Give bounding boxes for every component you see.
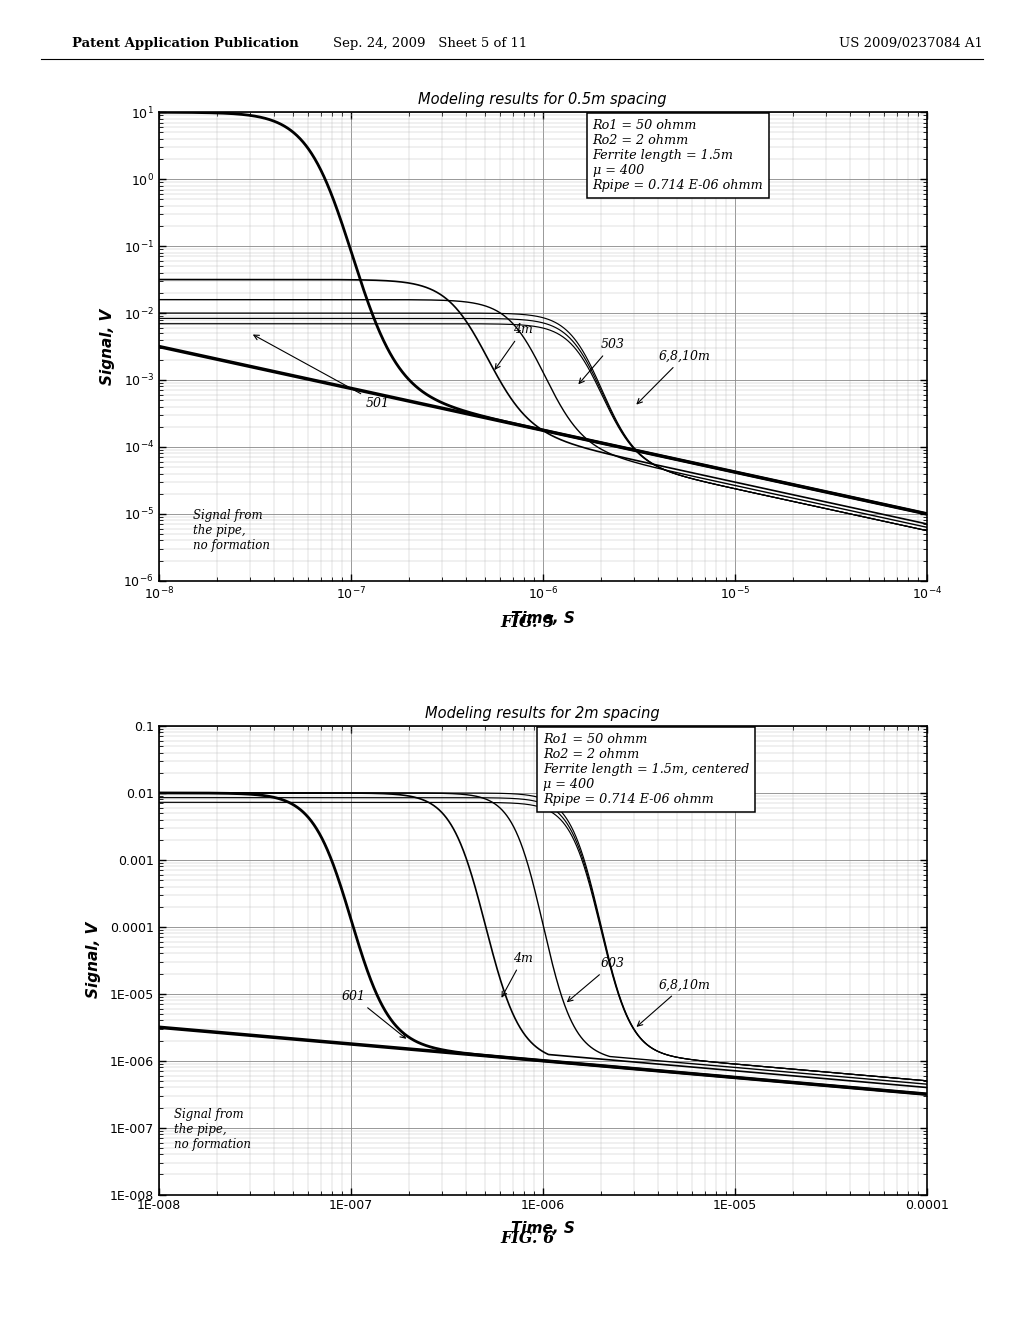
Title: Modeling results for 2m spacing: Modeling results for 2m spacing — [425, 706, 660, 721]
Text: 4m: 4m — [502, 952, 532, 997]
Text: 4m: 4m — [496, 323, 532, 370]
Text: Sep. 24, 2009   Sheet 5 of 11: Sep. 24, 2009 Sheet 5 of 11 — [333, 37, 527, 50]
Y-axis label: Signal, V: Signal, V — [86, 923, 101, 998]
Text: 601: 601 — [342, 990, 406, 1038]
Text: FIG. 5: FIG. 5 — [501, 614, 554, 631]
Text: 501: 501 — [254, 335, 390, 409]
X-axis label: Time, S: Time, S — [511, 1221, 574, 1236]
Text: US 2009/0237084 A1: US 2009/0237084 A1 — [839, 37, 983, 50]
Text: Patent Application Publication: Patent Application Publication — [72, 37, 298, 50]
Text: 503: 503 — [580, 338, 625, 383]
Text: FIG. 6: FIG. 6 — [501, 1230, 554, 1247]
Text: Ro1 = 50 ohmm
Ro2 = 2 ohmm
Ferrite length = 1.5m
μ = 400
Rpipe = 0.714 E-06 ohmm: Ro1 = 50 ohmm Ro2 = 2 ohmm Ferrite lengt… — [593, 119, 763, 193]
Y-axis label: Signal, V: Signal, V — [100, 309, 115, 384]
Text: 603: 603 — [567, 957, 625, 1002]
Text: Signal from
the pipe,
no formation: Signal from the pipe, no formation — [193, 508, 269, 552]
Text: 6,8,10m: 6,8,10m — [637, 978, 711, 1026]
Text: 6,8,10m: 6,8,10m — [637, 350, 711, 404]
Text: Ro1 = 50 ohmm
Ro2 = 2 ohmm
Ferrite length = 1.5m, centered
μ = 400
Rpipe = 0.714: Ro1 = 50 ohmm Ro2 = 2 ohmm Ferrite lengt… — [543, 733, 749, 807]
X-axis label: Time, S: Time, S — [511, 611, 574, 626]
Text: Signal from
the pipe,
no formation: Signal from the pipe, no formation — [174, 1107, 251, 1151]
Title: Modeling results for 0.5m spacing: Modeling results for 0.5m spacing — [419, 92, 667, 107]
